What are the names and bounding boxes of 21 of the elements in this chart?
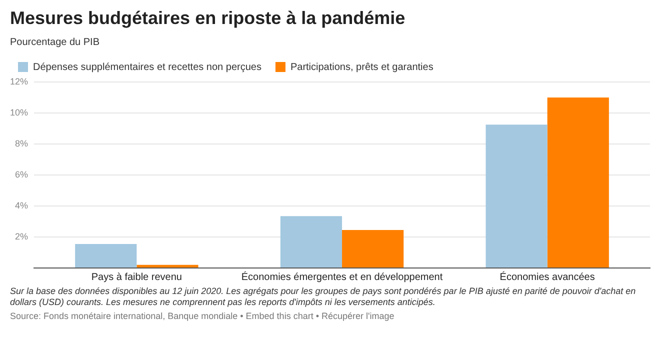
y-tick-label: 2% [15,231,28,242]
legend-label: Dépenses supplémentaires et recettes non perçues [33,62,262,73]
y-tick-label: 8% [15,138,28,148]
source-note: Source: Fonds monétaire international, Banque mondiale • Embed this chart • Récupérer l'image [10,311,396,321]
x-tick-label: Économies avancées [500,270,595,283]
y-tick-label: 10% [10,107,28,118]
x-tick-label: Pays à faible revenu [91,272,182,283]
bar [342,230,404,268]
bar [280,216,342,268]
chart-title: Mesures budgétaires en riposte à la pandémie [10,8,406,29]
bar [547,98,609,268]
legend-label: Participations, prêts et garanties [290,62,434,73]
y-tick-label: 12% [10,76,28,86]
y-tick-label: 4% [15,200,28,210]
x-tick-label: Économies émergentes et en développement [241,270,443,283]
chart-subtitle: Pourcentage du PIB [10,37,101,48]
y-tick-label: 6% [15,169,28,180]
bar [136,264,198,268]
text: Sur la base des données disponibles au 12 juin 2020. Les agrégats pour les groupes de pays sont pondérés par le PIB ajusté en parité de pouvoir d'achat en dollars (USD) courants. Les mesures ne comprennent pas les reports d'impôts ni les versements anticipés. [10,286,637,308]
bar [75,244,137,268]
bar [486,124,548,268]
